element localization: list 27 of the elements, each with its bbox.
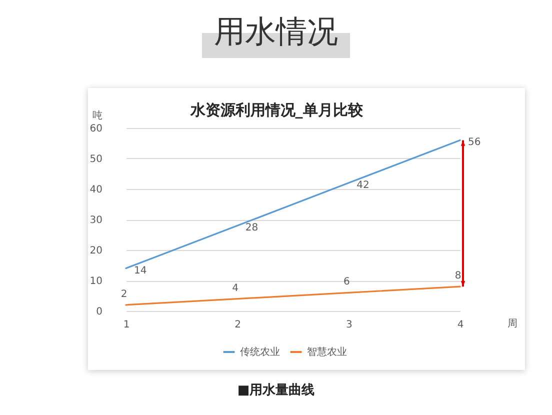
y-tick-label: 30 bbox=[90, 215, 102, 226]
data-label: 28 bbox=[245, 222, 258, 234]
x-tick-label: 2 bbox=[234, 320, 242, 330]
y-tick-label: 20 bbox=[90, 246, 102, 256]
x-tick-label: 4 bbox=[457, 320, 464, 330]
legend-label: 智慧农业 bbox=[307, 346, 347, 358]
data-label: 6 bbox=[343, 276, 350, 288]
line-series bbox=[125, 286, 461, 306]
y-tick-label: 50 bbox=[90, 154, 102, 165]
text: ■用水量曲线 bbox=[237, 382, 315, 400]
y-axis-title: 吨 bbox=[92, 110, 102, 122]
y-tick-label: 40 bbox=[90, 184, 102, 196]
chart-subtitle: 水资源利用情况_单月比较 bbox=[189, 101, 364, 119]
x-tick-label: 1 bbox=[123, 320, 130, 330]
x-tick-label: 3 bbox=[346, 320, 352, 330]
data-label: 42 bbox=[356, 180, 370, 191]
x-axis-title: 周 bbox=[508, 318, 518, 330]
chart-title: 用水情况 bbox=[214, 14, 338, 50]
y-tick-label: 60 bbox=[90, 124, 102, 134]
y-tick-label: 0 bbox=[96, 306, 102, 318]
legend-label: 传统农业 bbox=[240, 346, 280, 358]
data-label: 56 bbox=[468, 137, 481, 148]
data-label: 2 bbox=[120, 288, 128, 300]
y-tick-label: 10 bbox=[90, 276, 102, 287]
data-label: 8 bbox=[454, 270, 462, 282]
data-label: 14 bbox=[134, 265, 147, 276]
data-label: 4 bbox=[232, 282, 239, 294]
